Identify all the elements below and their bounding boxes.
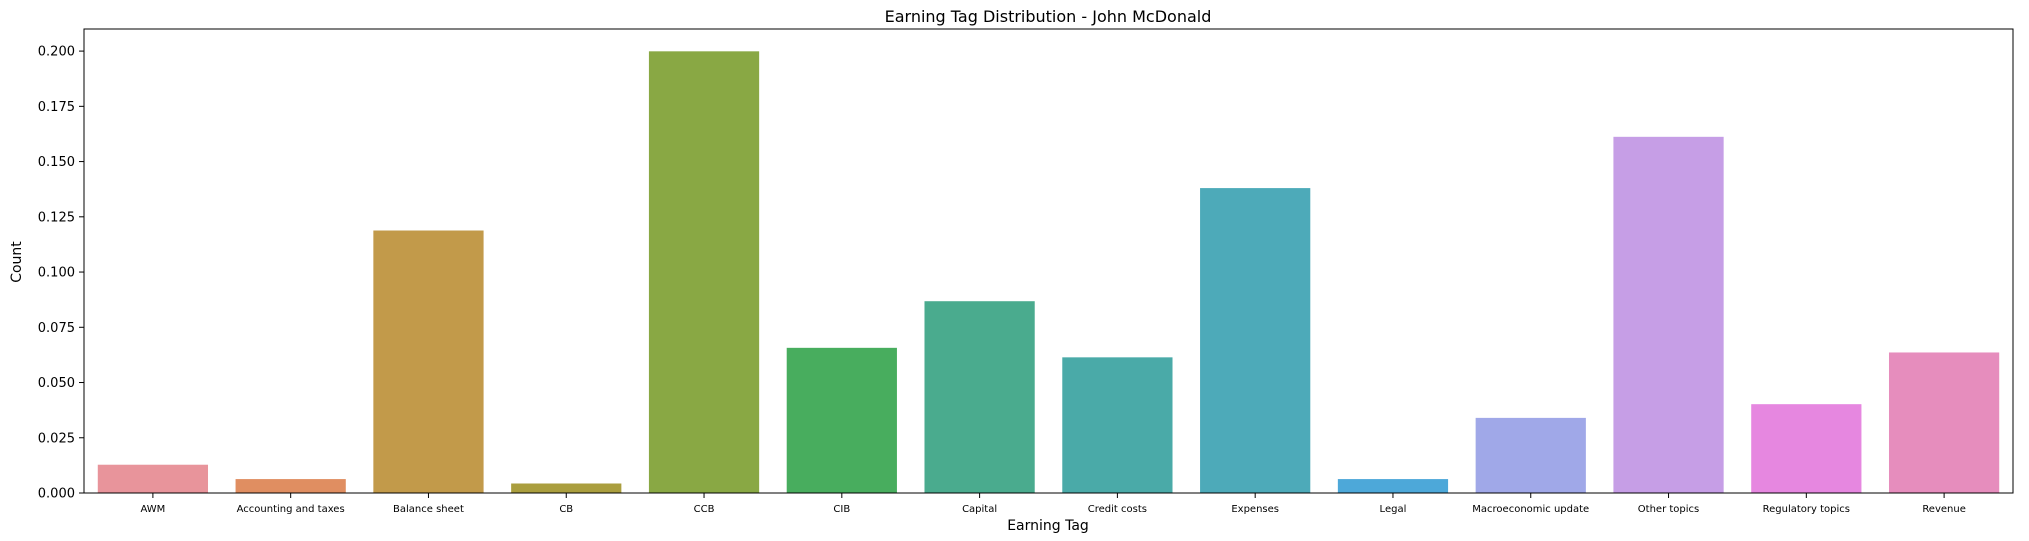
x-tick-label: Macroeconomic update (1472, 504, 1589, 515)
bar-expenses (1200, 188, 1311, 493)
x-axis-label: Earning Tag (1007, 518, 1089, 534)
x-tick-label: Balance sheet (393, 504, 464, 515)
y-tick-label: 0.050 (38, 376, 75, 391)
bar-legal (1337, 479, 1449, 493)
bar-ccb (648, 51, 760, 493)
y-ticks-group: 0.000 0.025 0.050 0.075 0.100 0.125 0.150 0.175… (38, 45, 84, 502)
plot-frame (83, 28, 2014, 494)
x-tick-label: Other topics (1638, 504, 1699, 515)
x-tick-label: Expenses (1231, 504, 1279, 515)
bars-group (97, 51, 2000, 493)
x-tick-label: CB (559, 504, 573, 515)
bar-cb (511, 483, 622, 493)
y-tick-label: 0.175 (38, 100, 75, 115)
x-tick-label: Accounting and taxes (237, 504, 345, 515)
bar-cib (786, 347, 897, 493)
x-ticks-group: AWM Accounting and taxes Balance sheet CB CC… (140, 493, 1966, 515)
x-tick-label: Regulatory topics (1763, 504, 1850, 515)
y-tick-label: 0.125 (38, 210, 75, 225)
bar-macroeconomic-update (1475, 417, 1586, 493)
bar-other-topics (1613, 136, 1724, 493)
y-tick-label: 0.100 (38, 266, 75, 281)
x-tick-label: Credit costs (1088, 504, 1147, 515)
bar-regulatory-topics (1751, 404, 1862, 493)
x-tick-label: CCB (694, 504, 715, 515)
chart-title: Earning Tag Distribution - John McDonald (885, 7, 1212, 26)
y-tick-label: 0.000 (38, 487, 75, 502)
bar-credit-costs (1062, 357, 1173, 493)
bar-revenue (1888, 352, 2000, 493)
y-tick-label: 0.025 (38, 431, 75, 446)
bar-balance-sheet (373, 230, 484, 493)
y-tick-label: 0.200 (38, 45, 75, 60)
x-tick-label: Revenue (1922, 504, 1966, 515)
bar-accounting-and-taxes (235, 479, 346, 493)
y-axis-label: Count (9, 241, 25, 283)
x-tick-label: Legal (1380, 504, 1407, 515)
y-tick-label: 0.075 (38, 321, 75, 336)
x-tick-label: AWM (140, 504, 165, 515)
x-tick-label: CIB (833, 504, 850, 515)
x-tick-label: Capital (962, 504, 997, 515)
bar-awm (97, 464, 209, 493)
bar-capital (924, 301, 1035, 493)
y-tick-label: 0.150 (38, 155, 75, 170)
